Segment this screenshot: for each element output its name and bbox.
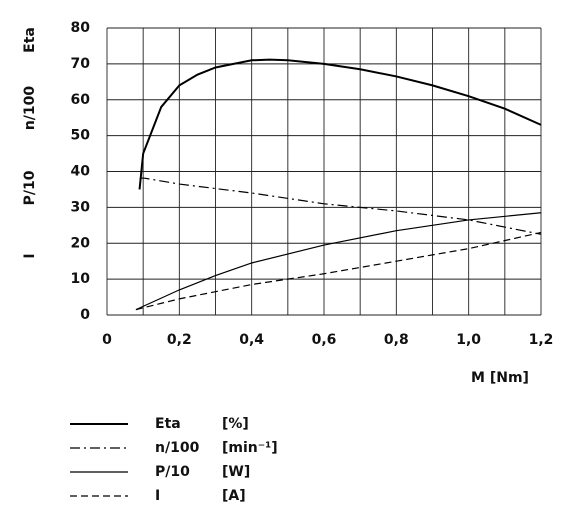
legend-label: P/10 [155, 464, 190, 480]
x-tick-label: 1,0 [456, 332, 481, 348]
y-tick-label: 10 [71, 271, 91, 287]
y-axis-label: Eta [22, 27, 38, 53]
legend-unit: [min⁻¹] [222, 440, 278, 456]
y-tick-label: 20 [71, 235, 91, 251]
y-axis-label: P/10 [22, 170, 38, 205]
y-tick-label: 50 [71, 128, 91, 144]
legend-label: Eta [155, 416, 181, 432]
y-axis-label: I [22, 253, 38, 258]
series-line [135, 212, 542, 311]
x-tick-label: 0,8 [384, 332, 409, 348]
series-line [135, 231, 542, 311]
y-axis-label: n/100 [22, 86, 38, 131]
x-tick-label: 0,4 [239, 332, 264, 348]
series-line [139, 177, 542, 235]
y-tick-label: 60 [71, 92, 91, 108]
x-tick-label: 0 [102, 332, 112, 348]
y-tick-label: 80 [71, 20, 91, 36]
x-axis-label: M [Nm] [471, 370, 529, 386]
legend-unit: [W] [222, 464, 250, 480]
legend-unit: [A] [222, 488, 246, 504]
y-tick-label: 0 [80, 307, 90, 323]
x-tick-label: 0,2 [167, 332, 192, 348]
y-tick-label: 70 [71, 56, 91, 72]
y-tick-label: 40 [71, 164, 91, 180]
legend-unit: [%] [222, 416, 249, 432]
x-tick-label: 1,2 [529, 332, 554, 348]
y-tick-label: 30 [71, 199, 91, 215]
x-tick-label: 0,6 [312, 332, 337, 348]
legend-label: n/100 [155, 440, 200, 456]
legend-label: I [155, 488, 160, 504]
series-line [138, 58, 542, 190]
